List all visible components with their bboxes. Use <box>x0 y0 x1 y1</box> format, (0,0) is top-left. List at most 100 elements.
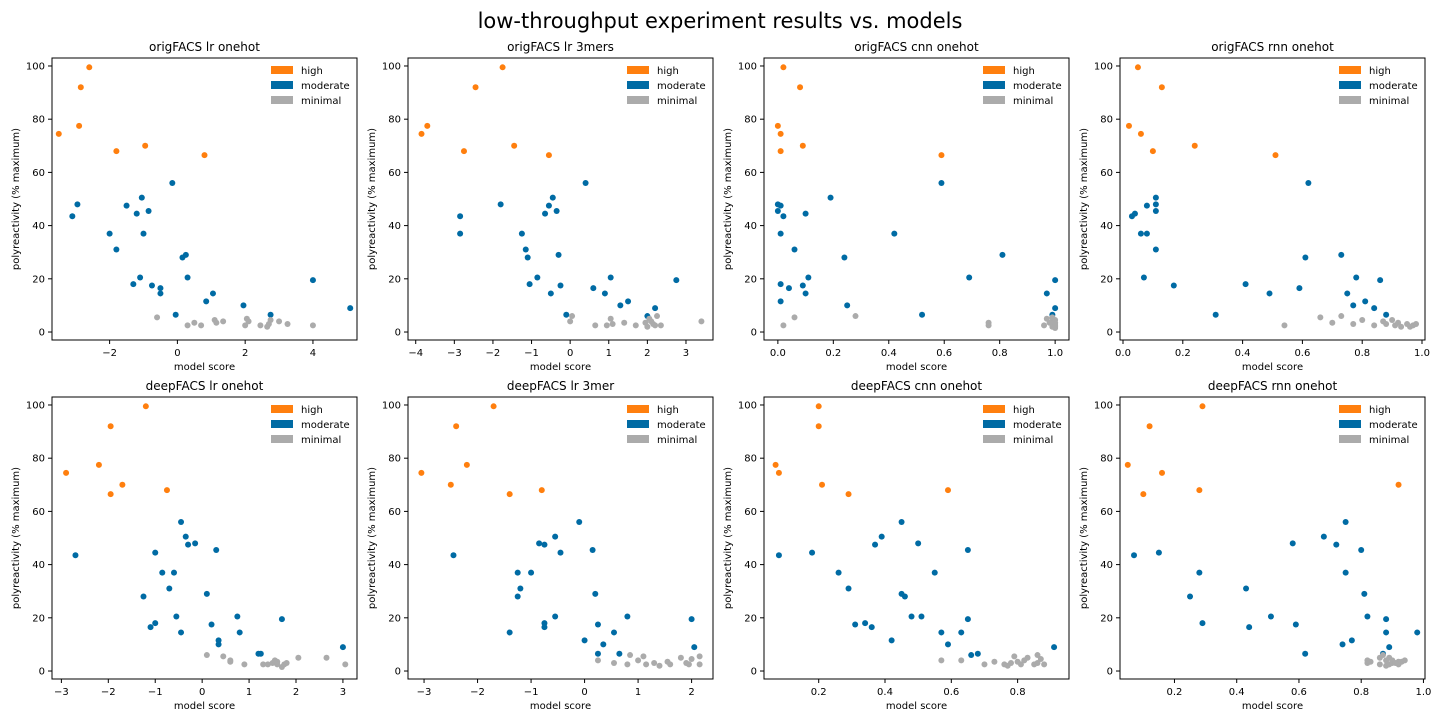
subplot-2: −4 −3 −2 −1 0 1 2 3 0 20 40 60 80 100 origFACS lr 3mer… <box>367 40 714 373</box>
x-axis-label: model score <box>530 701 591 712</box>
data-point-moderate <box>607 274 614 281</box>
data-point-moderate <box>691 644 698 651</box>
data-point-moderate <box>799 282 806 289</box>
y-tick-label: 80 <box>744 115 757 126</box>
data-point-moderate <box>522 246 529 253</box>
data-point-moderate <box>938 180 945 187</box>
legend-swatch-high <box>271 405 293 413</box>
data-point-moderate <box>518 230 525 237</box>
data-point-minimal <box>257 322 264 329</box>
data-point-moderate <box>891 230 898 237</box>
data-point-minimal <box>688 656 695 663</box>
data-point-moderate <box>1140 274 1147 281</box>
y-tick-label: 0 <box>1107 328 1113 339</box>
data-point-moderate <box>203 590 210 597</box>
data-point-moderate <box>172 311 179 318</box>
data-point-minimal <box>1367 658 1374 665</box>
data-point-moderate <box>964 546 971 553</box>
data-point-high <box>1125 122 1132 129</box>
subplot-title: deepFACS lr onehot <box>146 379 264 393</box>
data-point-moderate <box>1348 637 1355 644</box>
data-point-moderate <box>1187 593 1194 600</box>
x-tick-label: −3 <box>54 687 69 698</box>
data-point-moderate <box>182 251 189 258</box>
data-point-high <box>472 84 479 91</box>
legend-swatch-moderate <box>1339 81 1361 89</box>
data-point-moderate <box>152 620 159 627</box>
data-point-moderate <box>278 616 285 623</box>
data-point-high <box>1272 152 1279 159</box>
data-point-high <box>86 64 93 71</box>
data-point-high <box>944 487 951 494</box>
data-point-high <box>1395 481 1402 488</box>
x-tick-label: −1 <box>524 348 539 359</box>
data-point-high <box>95 461 102 468</box>
legend-label-minimal: minimal <box>1013 435 1053 446</box>
x-tick-label: 0 <box>567 348 573 359</box>
data-point-moderate <box>589 546 596 553</box>
data-point-moderate <box>450 552 457 559</box>
legend-swatch-minimal <box>627 435 649 443</box>
data-point-minimal <box>938 657 945 664</box>
y-tick-label: 60 <box>1100 507 1113 518</box>
data-point-high <box>463 461 470 468</box>
data-point-high <box>799 142 806 149</box>
y-tick-label: 0 <box>395 667 401 678</box>
legend-label-minimal: minimal <box>657 435 697 446</box>
y-tick-label: 40 <box>1100 560 1113 571</box>
data-point-moderate <box>148 282 155 289</box>
data-point-moderate <box>1371 305 1378 312</box>
data-point-minimal <box>220 653 227 660</box>
data-point-high <box>113 148 120 155</box>
data-point-minimal <box>1350 321 1357 328</box>
data-point-minimal <box>991 658 998 665</box>
data-point-moderate <box>617 302 624 309</box>
data-point-minimal <box>184 322 191 329</box>
x-tick-label: 1 <box>246 687 252 698</box>
y-tick-label: 60 <box>744 168 757 179</box>
data-point-moderate <box>209 290 216 297</box>
y-tick-label: 100 <box>382 61 401 72</box>
data-point-minimal <box>1383 321 1390 328</box>
x-tick-label: 0.8 <box>1354 348 1370 359</box>
x-tick-label: 0.4 <box>1229 687 1245 698</box>
data-point-minimal <box>698 318 705 325</box>
data-point-minimal <box>213 319 220 326</box>
data-point-minimal <box>652 322 659 329</box>
y-tick-label: 80 <box>1100 454 1113 465</box>
legend-swatch-minimal <box>983 96 1005 104</box>
data-point-high <box>511 142 518 149</box>
data-point-minimal <box>1401 657 1408 664</box>
y-tick-label: 40 <box>744 560 757 571</box>
data-point-moderate <box>541 624 548 631</box>
data-point-high <box>1134 64 1141 71</box>
data-point-moderate <box>802 210 809 217</box>
data-point-moderate <box>208 621 215 628</box>
data-point-high <box>119 481 126 488</box>
legend-swatch-minimal <box>271 435 293 443</box>
data-point-moderate <box>1267 613 1274 620</box>
data-point-moderate <box>785 285 792 292</box>
data-point-moderate <box>582 180 589 187</box>
x-tick-label: 2 <box>293 687 299 698</box>
data-point-moderate <box>203 298 210 305</box>
data-point-moderate <box>213 546 220 553</box>
x-axis-label: model score <box>886 362 947 373</box>
data-point-minimal <box>1024 654 1031 661</box>
data-point-moderate <box>774 207 781 214</box>
data-point-moderate <box>1152 201 1159 208</box>
legend-label-minimal: minimal <box>657 96 697 107</box>
subplot-title: origFACS lr 3mers <box>507 40 614 54</box>
y-tick-label: 40 <box>1100 221 1113 232</box>
data-point-minimal <box>1007 660 1014 667</box>
data-point-minimal <box>592 322 599 329</box>
data-point-minimal <box>985 322 992 329</box>
x-tick-label: 0 <box>199 687 205 698</box>
x-tick-label: 0.4 <box>881 348 897 359</box>
y-axis-label: polyreactivity (% maximum) <box>723 467 734 609</box>
data-point-minimal <box>274 661 281 668</box>
data-point-moderate <box>506 629 513 636</box>
data-point-high <box>815 423 822 430</box>
data-point-minimal <box>1376 661 1383 668</box>
